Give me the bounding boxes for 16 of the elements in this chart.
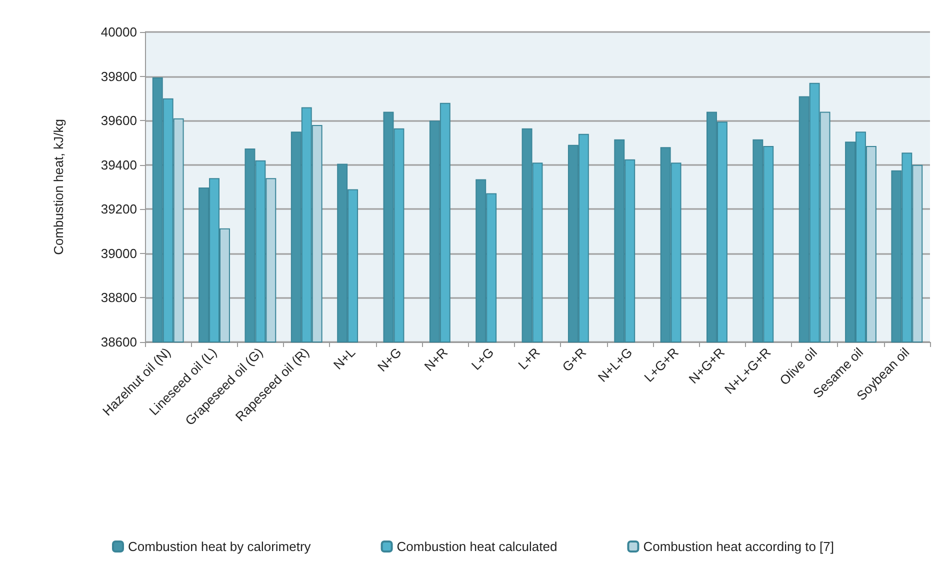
- x-tick-label: L+G: [468, 344, 497, 373]
- y-tick-label: 39600: [100, 113, 137, 128]
- y-axis-title: Combustion heat, kJ/kg: [51, 119, 66, 255]
- y-tick-label: 39200: [100, 202, 137, 217]
- legend-label: Combustion heat by calorimetry: [128, 539, 312, 554]
- x-tick-label: L+R: [515, 344, 543, 372]
- x-tick-label: N+L: [330, 344, 358, 372]
- y-tick-label: 39000: [100, 246, 137, 261]
- legend-label: Combustion heat according to [7]: [643, 539, 834, 554]
- y-tick-label: 39400: [100, 157, 137, 172]
- y-tick-label: 40000: [100, 24, 137, 40]
- legend-label: Combustion heat calculated: [396, 539, 558, 554]
- y-tick-label: 38600: [100, 334, 137, 350]
- y-tick-label: 39800: [100, 68, 137, 84]
- x-tick-label: G+R: [559, 344, 589, 374]
- y-tick-label: 38800: [100, 290, 137, 306]
